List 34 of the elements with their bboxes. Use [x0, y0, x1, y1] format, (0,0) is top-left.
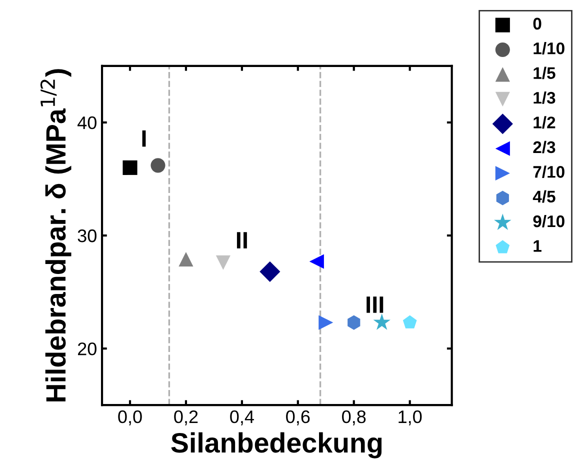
point: [216, 255, 230, 270]
x-tick-label: 1,0: [398, 410, 422, 426]
legend-label: 0: [533, 18, 542, 30]
legend-label: 1: [534, 240, 542, 252]
x-tick-label: 0,0: [118, 410, 142, 426]
annotation: II: [236, 232, 247, 248]
legend-label: 7/10: [533, 166, 564, 178]
y-tick-label: 20: [78, 342, 96, 356]
x-tick-label: 0,8: [342, 410, 366, 426]
x-tick-label: 0,6: [286, 410, 310, 426]
point: [373, 313, 390, 330]
point: [318, 315, 334, 330]
x-tick-label: 0,2: [174, 410, 198, 426]
point: [178, 252, 194, 267]
point: [348, 315, 360, 330]
y-axis-title: Hildebrandpar. δ (MPa$^{1/2}$): [40, 69, 72, 402]
legend-label: 4/5: [532, 190, 556, 203]
point: [122, 160, 138, 175]
point: [150, 158, 166, 173]
point: [402, 315, 417, 328]
point: [260, 261, 280, 282]
annotation: III: [366, 296, 384, 313]
legend-label: 1/10: [534, 42, 564, 54]
legend-label: 1/3: [534, 91, 556, 104]
legend-label: 2/3: [533, 140, 556, 154]
x-axis-title: Silanbedeckung: [171, 432, 382, 458]
legend-label: 1/5: [534, 66, 556, 80]
x-tick-label: 0,4: [230, 410, 254, 426]
point: [309, 254, 324, 269]
legend-label: 1/2: [534, 116, 556, 129]
annotation: I: [142, 130, 146, 147]
legend-label: 9/10: [533, 214, 564, 228]
y-tick-label: 40: [77, 116, 96, 130]
y-tick-label: 30: [78, 229, 96, 242]
